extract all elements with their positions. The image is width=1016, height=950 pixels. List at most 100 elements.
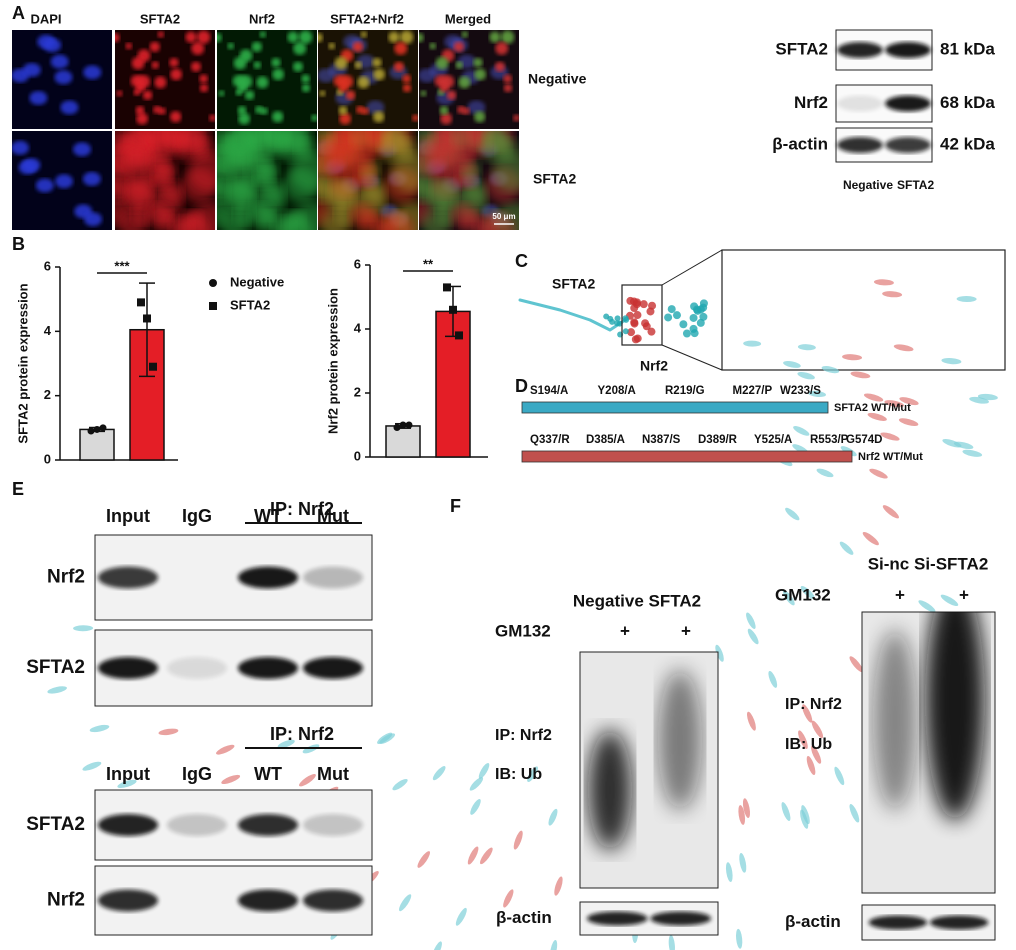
y-tick-label: 4	[44, 323, 52, 338]
smear-blob	[925, 612, 985, 820]
band	[837, 42, 883, 58]
structure	[633, 311, 642, 320]
structure	[699, 312, 708, 321]
band	[303, 566, 363, 589]
signal	[373, 111, 385, 123]
signal	[281, 131, 306, 150]
signal	[157, 31, 165, 38]
structure	[850, 371, 871, 379]
point	[455, 331, 463, 340]
mutation-label: R553/P	[810, 434, 849, 446]
point	[149, 362, 157, 371]
micrograph	[12, 131, 112, 230]
structure	[797, 344, 816, 351]
zoom-line	[661, 249, 723, 286]
structure	[802, 704, 813, 723]
significance-label: **	[423, 256, 434, 271]
point	[137, 298, 145, 307]
signal	[147, 147, 170, 171]
structure	[768, 670, 778, 688]
structure	[672, 311, 681, 320]
signal	[328, 42, 336, 50]
structure	[806, 755, 816, 775]
loading-label: β-actin	[496, 908, 552, 927]
condition-label: Negative	[528, 71, 587, 87]
structure	[417, 851, 431, 868]
treatment-mark: +	[895, 585, 905, 604]
protein-label: Nrf2	[640, 358, 668, 374]
protein-label: SFTA2	[26, 814, 85, 835]
structure	[692, 305, 701, 314]
structure	[696, 318, 705, 327]
structure	[785, 507, 800, 521]
structure	[622, 328, 629, 335]
signal	[320, 210, 350, 230]
signal	[338, 105, 348, 115]
structure	[834, 766, 845, 786]
structure	[627, 328, 636, 337]
group-label: Si-nc Si-SFTA2	[868, 554, 989, 573]
y-axis-label: SFTA2 protein expression	[15, 283, 30, 443]
micrograph	[115, 30, 215, 129]
smear	[873, 612, 985, 820]
structure	[969, 396, 989, 404]
structure	[899, 397, 919, 406]
condition-label: SFTA2	[533, 171, 577, 187]
structure	[117, 779, 137, 789]
structure	[89, 724, 110, 733]
panel-label: B	[12, 234, 25, 254]
kda-label: 68 kDa	[940, 93, 995, 112]
lane-label: Input	[106, 764, 150, 784]
channel-label: Merged	[445, 11, 491, 26]
nucleus	[55, 174, 74, 189]
signal	[483, 131, 508, 150]
band	[885, 95, 931, 112]
signal	[339, 75, 354, 89]
scale-bar-label: 50 μm	[492, 212, 515, 221]
signal	[301, 83, 311, 93]
structure	[743, 340, 762, 347]
micrograph	[115, 131, 215, 230]
mutation-label: Q337/R	[530, 434, 570, 446]
signal	[318, 179, 331, 204]
structure	[631, 335, 640, 344]
signal	[170, 68, 183, 81]
signal	[271, 216, 296, 230]
structure	[47, 686, 67, 694]
structure	[797, 372, 815, 380]
signal	[339, 112, 352, 125]
signal	[419, 179, 432, 204]
signal	[461, 31, 469, 38]
micrograph	[419, 30, 519, 129]
structure	[682, 329, 691, 338]
band	[303, 814, 363, 836]
protein-label: Nrf2	[47, 890, 85, 911]
structure	[622, 315, 629, 322]
image-content	[115, 131, 215, 230]
structure	[470, 798, 481, 815]
signal	[249, 147, 272, 171]
panel-label: F	[450, 496, 461, 516]
structure	[480, 847, 493, 865]
structure	[664, 313, 673, 322]
legend-marker	[209, 279, 217, 287]
structure	[527, 766, 538, 782]
structure	[299, 774, 316, 787]
lane-label: Input	[106, 506, 150, 526]
zoom-line	[661, 344, 723, 371]
signal	[136, 75, 151, 89]
lane-label: Mut	[317, 506, 349, 526]
structure	[783, 360, 801, 368]
micrograph	[217, 131, 317, 230]
mutation-label: W233/S	[780, 385, 821, 397]
signal	[146, 202, 173, 229]
nucleus	[12, 140, 30, 155]
ip-header: IP: Nrf2	[270, 724, 334, 744]
legend-marker	[209, 302, 217, 310]
signal	[402, 83, 412, 93]
loading-label: β-actin	[785, 912, 841, 931]
nucleus	[82, 171, 101, 186]
signal	[259, 31, 267, 38]
ip-label: IP: Nrf2	[495, 727, 552, 744]
structure	[503, 889, 514, 908]
